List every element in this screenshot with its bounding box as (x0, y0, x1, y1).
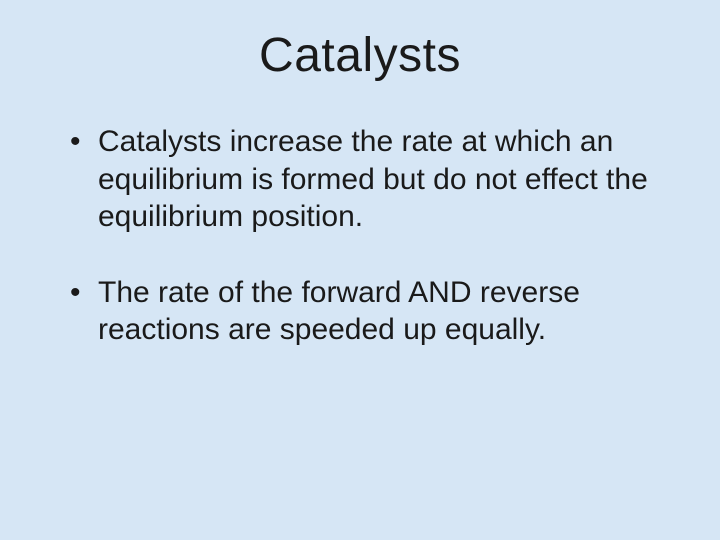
slide-title: Catalysts (50, 28, 670, 83)
slide: Catalysts Catalysts increase the rate at… (0, 0, 720, 540)
bullet-item: The rate of the forward AND reverse reac… (70, 274, 670, 349)
bullet-item: Catalysts increase the rate at which an … (70, 123, 670, 236)
bullet-list: Catalysts increase the rate at which an … (70, 123, 670, 349)
